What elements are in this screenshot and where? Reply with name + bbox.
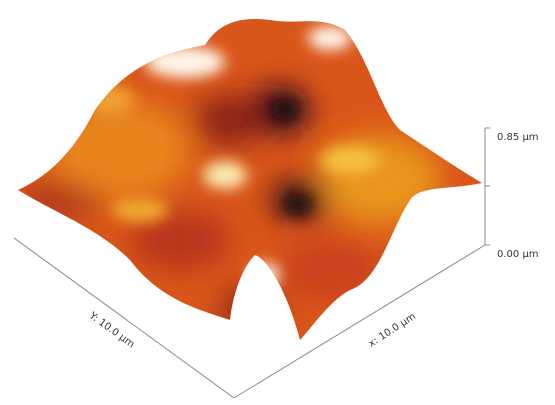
surface <box>0 0 555 405</box>
z-tick-label: 0.85 µm <box>497 132 539 143</box>
x-axis-label: x: 10.0 µm <box>367 311 418 350</box>
afm-view: Y: 10.0 µm x: 10.0 µm 0.00 µm 0.85 µm <box>0 0 555 405</box>
y-axis-label: Y: 10.0 µm <box>86 310 136 351</box>
z-tick-label: 0.00 µm <box>497 249 539 260</box>
